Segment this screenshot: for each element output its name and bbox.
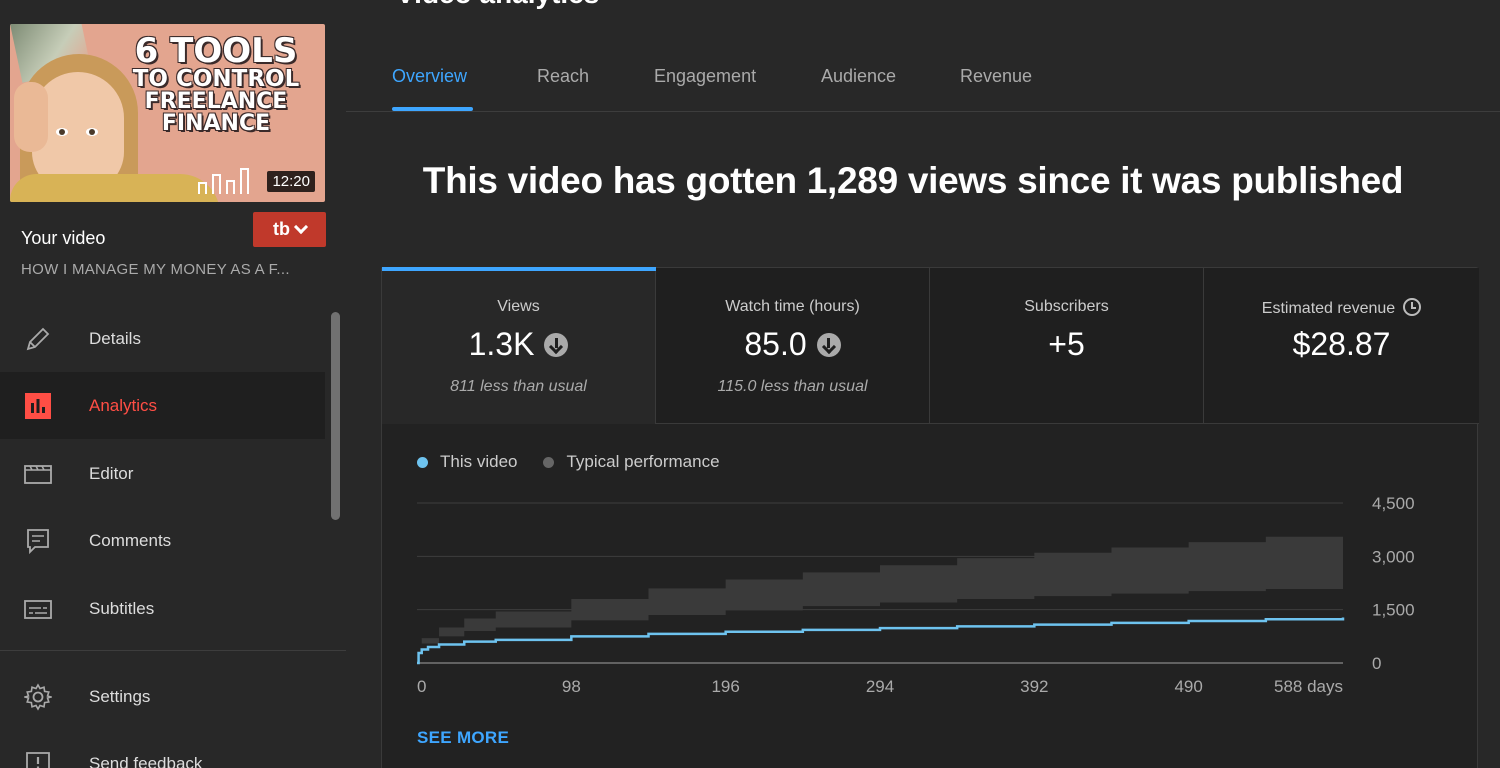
see-more-link[interactable]: SEE MORE	[417, 728, 510, 747]
sidebar: 6 TOOLS TO CONTROL FREELANCE FINANCE 12:…	[0, 0, 346, 768]
sidebar-scrollbar[interactable]	[331, 312, 340, 520]
y-tick-label: 1,500	[1372, 601, 1415, 620]
pencil-icon	[26, 327, 50, 350]
thumbnail-title-line: FREELANCE	[144, 89, 288, 114]
typical-performance-band	[417, 525, 1343, 663]
legend-item-this-video: This video	[417, 452, 517, 472]
thumbnail-title-line: 6 TOOLS	[134, 31, 298, 71]
y-tick-label: 0	[1372, 654, 1381, 673]
legend-item-typical: Typical performance	[543, 452, 720, 472]
sidebar-item-label: Editor	[89, 463, 134, 483]
sidebar-item-label: Comments	[89, 530, 172, 550]
legend-label: Typical performance	[566, 452, 720, 471]
feedback-icon	[26, 751, 50, 768]
thumbnail-bar-graphic	[198, 164, 278, 194]
thumbnail-title-line: FINANCE	[161, 111, 271, 136]
sidebar-item-label: Send feedback	[89, 753, 203, 768]
page-title: Video analytics	[396, 0, 599, 10]
thumbnail-title-line: TO CONTROL	[132, 66, 300, 92]
x-tick-label: 490	[1174, 677, 1202, 696]
thumbnail-shirt	[10, 174, 220, 202]
metric-label: Watch time (hours)	[725, 298, 860, 315]
duration-badge: 12:20	[267, 171, 315, 192]
clock-icon[interactable]	[1403, 298, 1422, 316]
x-tick-label: 588 days	[1274, 677, 1343, 696]
sidebar-item-settings[interactable]: Settings	[0, 663, 325, 730]
tab-overview[interactable]: Overview	[392, 66, 468, 86]
x-tick-label: 98	[562, 677, 581, 696]
subtitles-icon	[24, 599, 52, 619]
sidebar-item-label: Subtitles	[89, 598, 155, 618]
legend-dot	[417, 456, 428, 468]
chevron-down-icon	[293, 219, 309, 234]
overview-card: Views 1.3K 811 less than usual Watch tim…	[381, 267, 1479, 768]
sidebar-item-label: Settings	[89, 686, 151, 706]
analytics-tabs: Overview Reach Engagement Audience Reven…	[346, 0, 1500, 112]
metric-value: +5	[1048, 326, 1085, 362]
metric-value-row: +5	[930, 326, 1203, 363]
metric-comparison: 811 less than usual	[450, 378, 587, 395]
chart-legend: This video Typical performance	[417, 452, 720, 472]
tab-audience[interactable]: Audience	[821, 66, 897, 86]
metric-value-row: 85.0	[656, 326, 929, 363]
thumbnail-eye	[56, 128, 68, 136]
metric-estimated-revenue[interactable]: Estimated revenue $28.87	[1204, 268, 1479, 424]
metric-label: Subscribers	[1024, 298, 1109, 315]
metric-views[interactable]: Views 1.3K 811 less than usual	[382, 267, 656, 424]
sidebar-item-label: Analytics	[89, 395, 158, 415]
legend-dot	[543, 456, 555, 468]
sidebar-item-editor[interactable]: Editor	[0, 440, 325, 507]
x-tick-label: 392	[1020, 677, 1048, 696]
metric-label-row: Estimated revenue	[1204, 298, 1479, 318]
metric-value-row: 1.3K	[382, 326, 655, 363]
x-tick-label: 196	[711, 677, 739, 696]
tab-revenue[interactable]: Revenue	[960, 66, 1033, 86]
arrow-down-icon	[816, 332, 841, 357]
sidebar-item-subtitles[interactable]: Subtitles	[0, 575, 325, 642]
arrow-down-icon	[544, 332, 569, 357]
thumbnail-eye	[86, 128, 98, 136]
main-panel: Video analytics Overview Reach Engagemen…	[346, 0, 1500, 768]
video-title: HOW I MANAGE MY MONEY AS A F...	[21, 261, 290, 278]
analytics-icon	[25, 392, 51, 419]
clapperboard-icon	[24, 464, 52, 484]
y-tick-label: 4,500	[1372, 494, 1415, 513]
metric-label: Estimated revenue	[1261, 300, 1396, 317]
views-chart: 0 1,500 3,000 4,500 0 98 196 294 392 490 588 days	[417, 494, 1415, 696]
metric-comparison: 115.0 less than usual	[717, 378, 868, 395]
sidebar-divider	[0, 650, 346, 651]
metric-watch-time[interactable]: Watch time (hours) 85.0 115.0 less than …	[656, 268, 930, 424]
sidebar-item-details[interactable]: Details	[0, 305, 325, 372]
metric-value: $28.87	[1292, 326, 1391, 362]
metric-label: Views	[497, 298, 540, 315]
metric-value-row: $28.87	[1204, 326, 1479, 363]
this-video-line	[417, 617, 1345, 665]
sidebar-item-send-feedback[interactable]: Send feedback	[0, 730, 325, 768]
thumbnail-title: 6 TOOLS TO CONTROL FREELANCE FINANCE	[121, 34, 311, 135]
legend-label: This video	[440, 452, 518, 471]
metric-subscribers[interactable]: Subscribers +5	[930, 268, 1204, 424]
tubebuddy-menu-button[interactable]: tb	[253, 212, 326, 247]
gear-icon	[24, 682, 52, 711]
thumbnail-hand	[14, 82, 48, 152]
active-tab-indicator	[392, 107, 473, 111]
your-video-label: Your video	[21, 228, 106, 248]
tab-engagement[interactable]: Engagement	[654, 66, 757, 86]
x-tick-label: 0	[417, 677, 426, 696]
sidebar-item-analytics[interactable]: Analytics	[0, 372, 325, 439]
tubebuddy-logo: tb	[273, 219, 290, 239]
views-headline: This video has gotten 1,289 views since …	[422, 160, 1404, 201]
video-thumbnail[interactable]: 6 TOOLS TO CONTROL FREELANCE FINANCE 12:…	[10, 24, 325, 202]
sidebar-item-label: Details	[89, 328, 141, 348]
comment-icon	[27, 528, 49, 554]
metric-value: 1.3K	[468, 326, 535, 362]
x-tick-label: 294	[866, 677, 894, 696]
metric-value: 85.0	[744, 326, 807, 362]
tab-reach[interactable]: Reach	[537, 66, 590, 86]
y-tick-label: 3,000	[1372, 547, 1415, 566]
sidebar-item-comments[interactable]: Comments	[0, 507, 325, 574]
